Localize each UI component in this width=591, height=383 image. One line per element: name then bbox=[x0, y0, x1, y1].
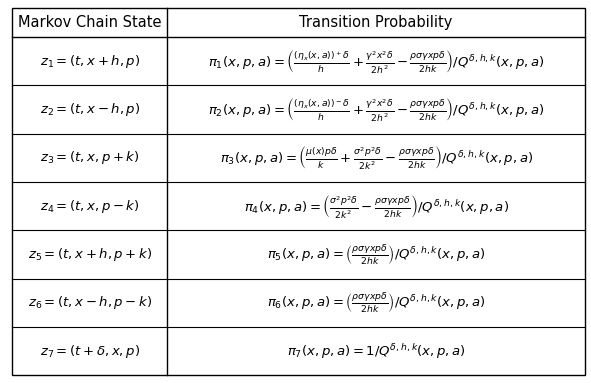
Text: $\pi_2(x,p,a) = \left(\frac{(\eta_x(x,a))^-\delta}{h} + \frac{\gamma^2 x^2 \delt: $\pi_2(x,p,a) = \left(\frac{(\eta_x(x,a)… bbox=[208, 96, 544, 123]
Text: $z_3 = (t, x, p+k)$: $z_3 = (t, x, p+k)$ bbox=[40, 149, 139, 167]
Text: $\pi_1(x,p,a) = \left(\frac{(\eta_x(x,a))^+\delta}{h} + \frac{\gamma^2 x^2 \delt: $\pi_1(x,p,a) = \left(\frac{(\eta_x(x,a)… bbox=[208, 48, 544, 75]
Text: $\pi_3(x,p,a) = \left(\frac{\mu(x)p\delta}{k} + \frac{\sigma^2 p^2 \delta}{2k^2}: $\pi_3(x,p,a) = \left(\frac{\mu(x)p\delt… bbox=[219, 144, 532, 172]
Text: Transition Probability: Transition Probability bbox=[300, 15, 453, 30]
Text: $z_6 = (t, x-h, p-k)$: $z_6 = (t, x-h, p-k)$ bbox=[28, 295, 152, 311]
Text: $z_2 = (t, x-h, p)$: $z_2 = (t, x-h, p)$ bbox=[40, 101, 140, 118]
Text: $z_4 = (t, x, p-k)$: $z_4 = (t, x, p-k)$ bbox=[40, 198, 139, 215]
Text: $\pi_6(x,p,a) = \left(\frac{\rho\sigma\gamma xp\delta}{2hk}\right)/Q^{\delta,h,k: $\pi_6(x,p,a) = \left(\frac{\rho\sigma\g… bbox=[267, 290, 485, 315]
Text: $z_5 = (t, x+h, p+k)$: $z_5 = (t, x+h, p+k)$ bbox=[28, 246, 152, 263]
Text: $z_1 = (t, x+h, p)$: $z_1 = (t, x+h, p)$ bbox=[40, 53, 140, 70]
Text: $z_7 = (t+\delta, x, p)$: $z_7 = (t+\delta, x, p)$ bbox=[40, 343, 140, 360]
Text: $\pi_5(x,p,a) = \left(\frac{\rho\sigma\gamma xp\delta}{2hk}\right)/Q^{\delta,h,k: $\pi_5(x,p,a) = \left(\frac{\rho\sigma\g… bbox=[267, 242, 485, 267]
Text: Markov Chain State: Markov Chain State bbox=[18, 15, 161, 30]
Text: $\pi_7(x,p,a) = 1/Q^{\delta,h,k}(x,p,a)$: $\pi_7(x,p,a) = 1/Q^{\delta,h,k}(x,p,a)$ bbox=[287, 342, 466, 361]
Text: $\pi_4(x,p,a) = \left(\frac{\sigma^2 p^2 \delta}{2k^2} - \frac{\rho\sigma\gamma : $\pi_4(x,p,a) = \left(\frac{\sigma^2 p^2… bbox=[243, 193, 509, 220]
